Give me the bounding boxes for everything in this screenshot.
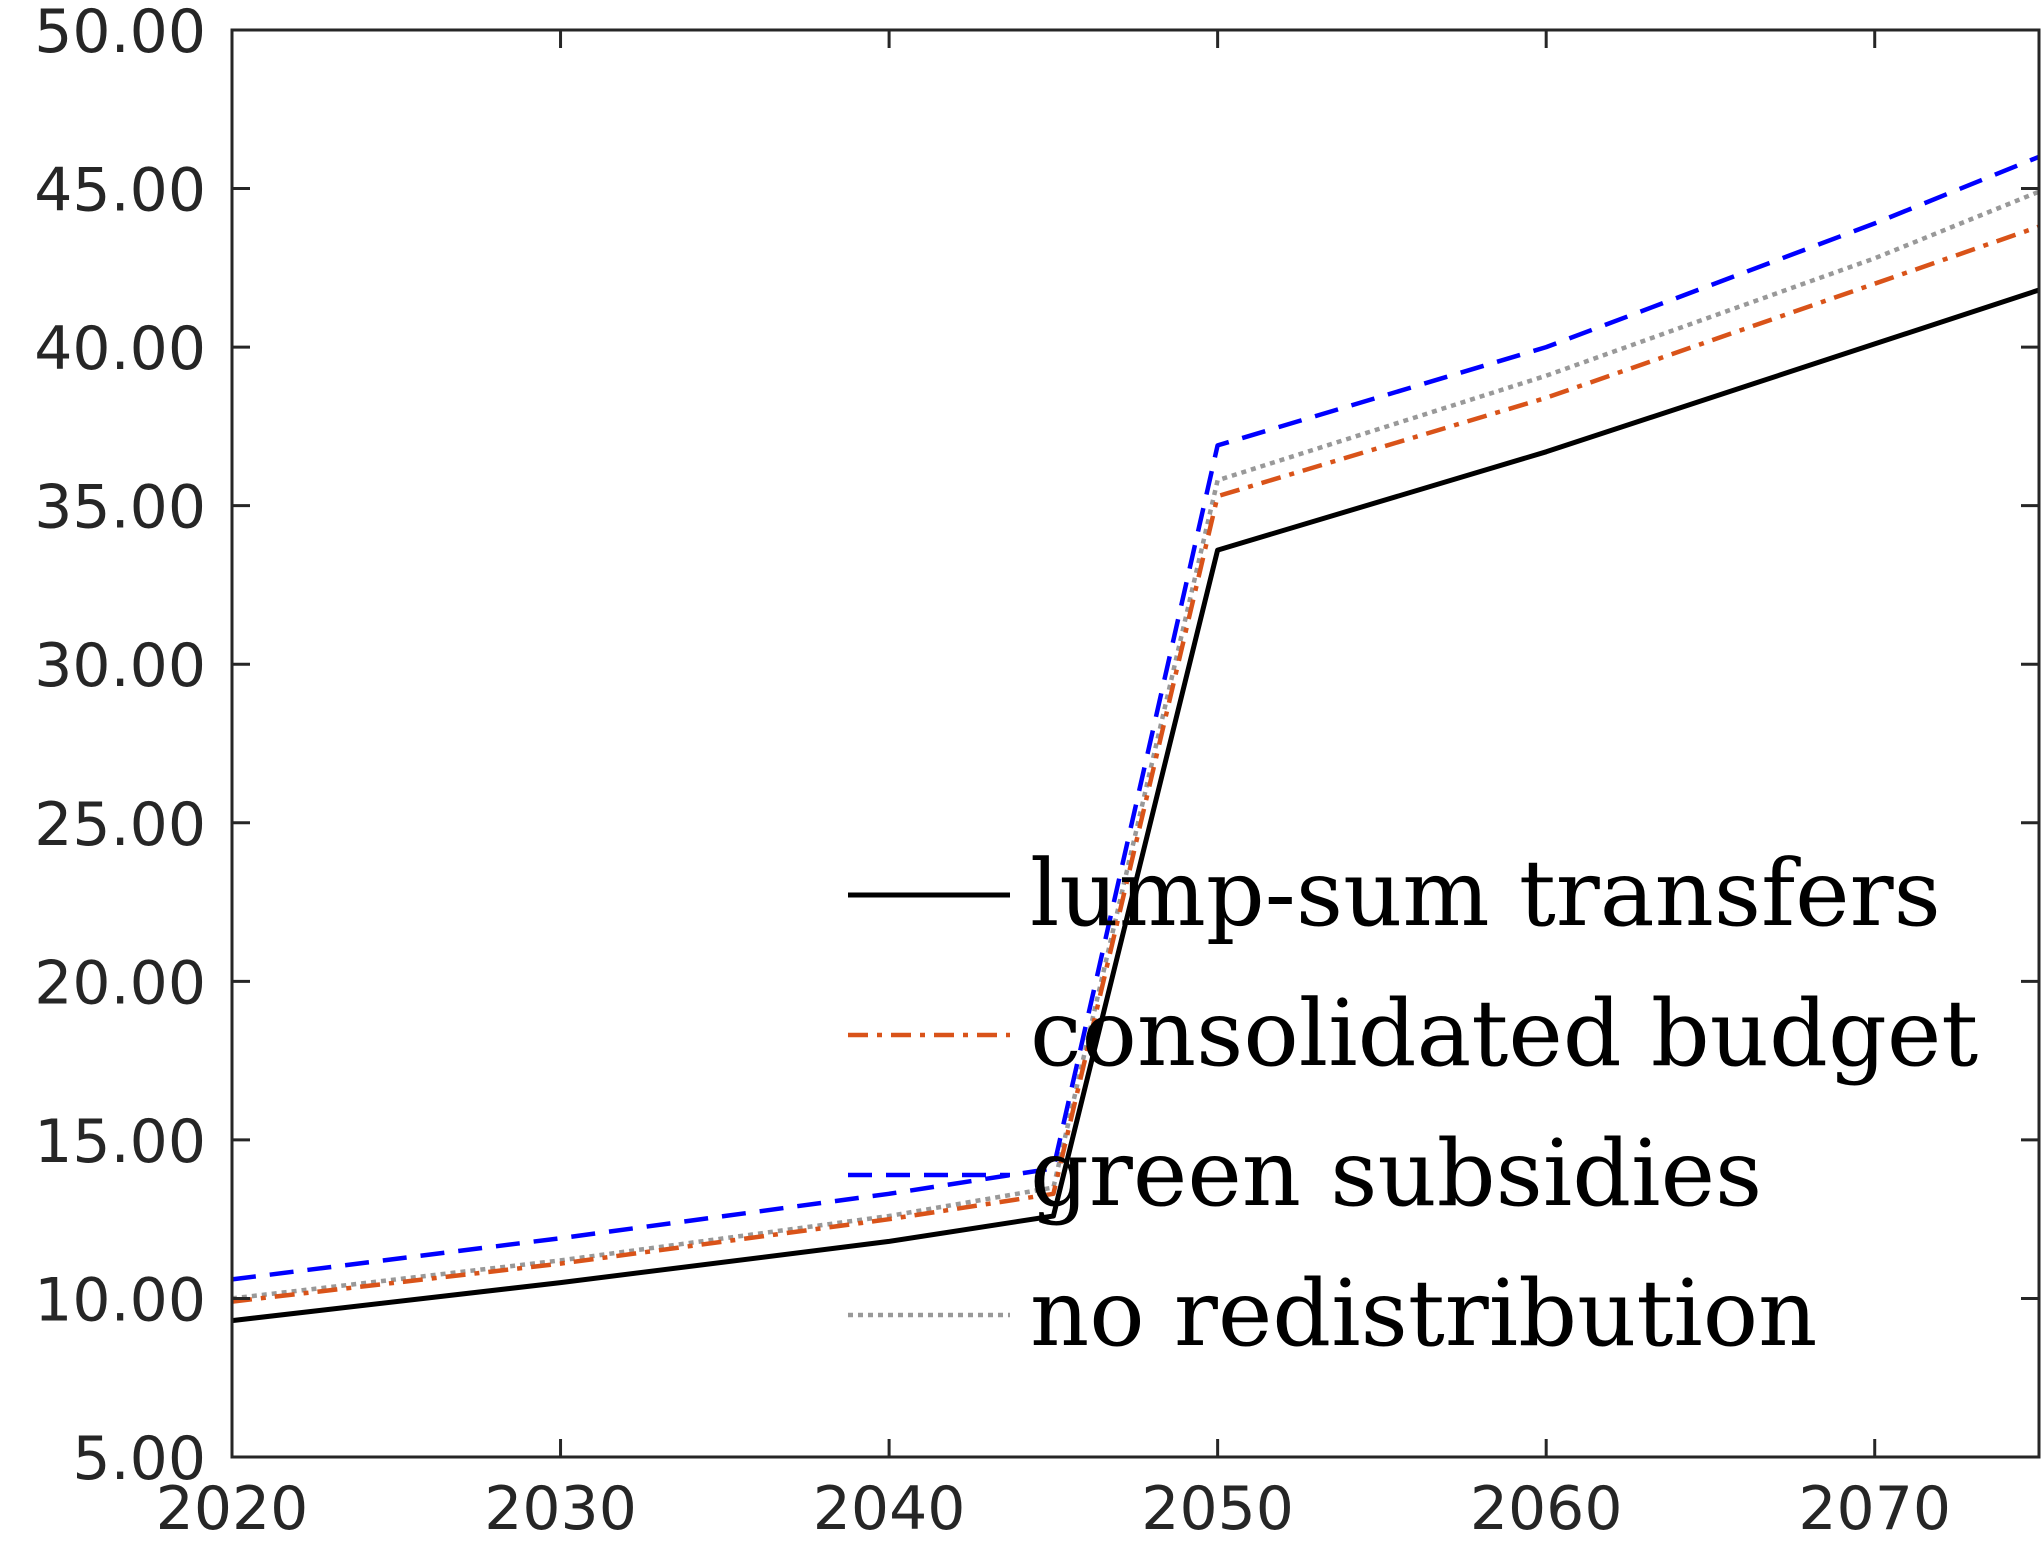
x-tick-label: 2070 xyxy=(1798,1474,1951,1544)
series-line-4 xyxy=(231,189,2040,1301)
series-layer xyxy=(231,154,2040,1324)
series-line-3 xyxy=(231,154,2040,1282)
x-tick-label: 2060 xyxy=(1470,1474,1623,1544)
y-tick-label: 20.00 xyxy=(34,948,206,1018)
legend-label-4: no redistribution xyxy=(1030,1260,1817,1367)
x-tick-label: 2020 xyxy=(156,1474,309,1544)
axis-ticks: 2020 2030 2040 2050 2060 2070 5.00 10.00 15.00 20… xyxy=(34,0,2039,1544)
x-tick-label: 2050 xyxy=(1141,1474,1294,1544)
y-tick-label: 40.00 xyxy=(34,314,206,384)
legend-label-2: consolidated budget xyxy=(1030,980,1978,1087)
y-tick-label: 10.00 xyxy=(34,1265,206,1335)
legend-label-3: green subsidies xyxy=(1030,1120,1762,1227)
x-tick-label: 2040 xyxy=(813,1474,966,1544)
plot-frame xyxy=(230,28,2041,1459)
series-line-1 xyxy=(231,287,2040,1324)
y-tick-label: 50.00 xyxy=(34,0,206,67)
y-tick-label: 5.00 xyxy=(72,1424,206,1494)
y-tick-label: 35.00 xyxy=(34,473,206,543)
x-tick-label: 2030 xyxy=(484,1474,637,1544)
legend-label-1: lump-sum transfers xyxy=(1030,840,1941,947)
y-tick-label: 15.00 xyxy=(34,1107,206,1177)
y-tick-label: 45.00 xyxy=(34,156,206,226)
y-tick-label: 30.00 xyxy=(34,631,206,701)
y-tick-label: 25.00 xyxy=(34,790,206,860)
legend: lump-sum transfers consolidated budget gre… xyxy=(848,840,1978,1367)
